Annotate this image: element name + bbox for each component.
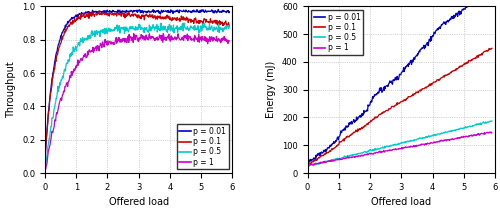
Y-axis label: Throughput: Throughput bbox=[6, 61, 16, 118]
Legend: p = 0.01, p = 0.1, p = 0.5, p = 1: p = 0.01, p = 0.1, p = 0.5, p = 1 bbox=[176, 124, 229, 169]
Y-axis label: Energy (mJ): Energy (mJ) bbox=[266, 61, 276, 118]
X-axis label: Offered load: Offered load bbox=[108, 197, 169, 207]
X-axis label: Offered load: Offered load bbox=[371, 197, 432, 207]
Legend: p = 0.01, p = 0.1, p = 0.5, p = 1: p = 0.01, p = 0.1, p = 0.5, p = 1 bbox=[312, 10, 364, 55]
